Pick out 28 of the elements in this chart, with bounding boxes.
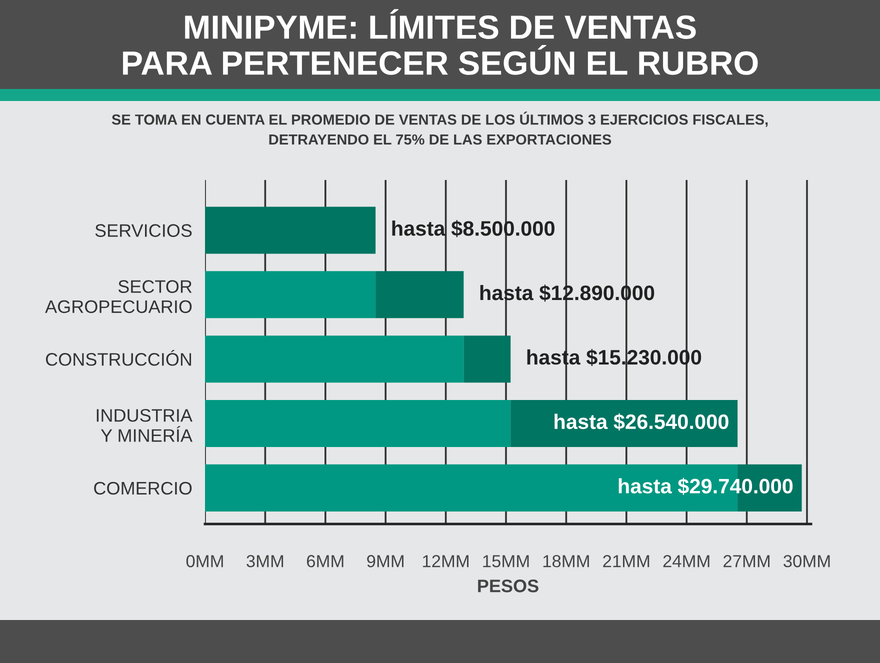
y-tick-label: CONSTRUCCIÓN bbox=[46, 350, 192, 366]
y-tick-label: SERVICIOS bbox=[95, 224, 192, 237]
bar bbox=[205, 271, 376, 318]
x-tick-label: 12MM bbox=[423, 555, 468, 568]
x-axis-title: PESOS bbox=[478, 580, 538, 592]
y-tick-label: INDUSTRIA Y MINERÍA bbox=[96, 409, 192, 442]
bar bbox=[205, 400, 511, 448]
chart-subtitle: SE TOMA EN CUENTA EL PROMEDIO DE VENTAS DE LOS ÚLTIMOS 3 EJERCICIOS FISCALES, DETRAYENDO EL 75% DE LAS EXPORTACIONES bbox=[112, 112, 768, 145]
x-tick-label: 24MM bbox=[663, 555, 710, 568]
total-label: hasta $29.740.000 bbox=[618, 478, 793, 495]
bar bbox=[510, 400, 738, 448]
y-tick-label: COMERCIO bbox=[94, 482, 192, 495]
x-tick-label: 9MM bbox=[367, 555, 404, 568]
bar bbox=[205, 206, 376, 254]
x-tick-label: 21MM bbox=[603, 555, 650, 568]
total-label: hasta $26.540.000 bbox=[554, 413, 728, 430]
x-tick-label: 15MM bbox=[483, 555, 529, 568]
x-tick-label: 30MM bbox=[784, 555, 830, 568]
bar bbox=[464, 336, 511, 383]
bar bbox=[205, 336, 464, 383]
x-tick-label: 27MM bbox=[724, 555, 770, 568]
bar bbox=[376, 271, 464, 318]
x-tick-label: 6MM bbox=[306, 555, 344, 568]
x-tick-label: 18MM bbox=[543, 555, 589, 568]
y-tick-label: SECTOR AGROPECUARIO bbox=[45, 280, 192, 314]
chart-title: MINIPYME: LÍMITES DE VENTAS PARA PERTENECER SEGÚN EL RUBRO bbox=[123, 9, 758, 75]
x-tick-label: 3MM bbox=[246, 555, 284, 568]
x-tick-label: 0MM bbox=[186, 555, 223, 568]
